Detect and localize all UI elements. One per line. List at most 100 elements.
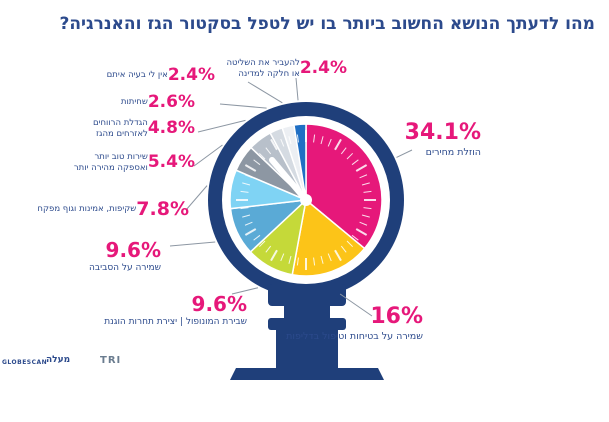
gauge-tick [240,207,249,210]
gauge-tick [359,174,368,179]
slice-4-value: 7.8% [136,198,189,220]
slice-6-label: הגדלת הרווחים לאזרחים מהגז [93,118,148,138]
slice-4-label: שקיפות, אמינות וגוף מפקח [37,204,137,215]
slice-5-value: 5.4% [147,152,195,172]
slice-8-label: אין לי בעיה איתם [106,70,168,81]
gauge-tick [346,240,354,248]
slice-3-value: 9.6% [105,238,161,262]
leader-line-6 [197,119,246,133]
gauge-tick [327,253,332,262]
leader-line-4 [185,185,208,211]
slice-7-label: שחיתות [120,97,148,108]
gauge-tick [361,214,370,218]
gauge-tick [240,190,249,193]
leader-line-7 [219,103,267,109]
gauge-tick [258,240,266,248]
leader-line-2 [231,287,259,295]
gauge-tick [280,253,285,262]
sponsor-logos: GLOBESCAN מעלה TRI [0,353,135,373]
gauge-tick [258,152,266,160]
gauge-ticks [236,130,376,270]
label-slice-3: 9.6% שמירה על הסביבה [89,240,161,274]
gauge-tick [363,207,372,210]
gauge-tick [351,234,359,241]
leader-lines [169,77,413,317]
gauge-tick [244,164,257,172]
tri-logo: TRI [100,355,122,366]
leader-line-1 [339,293,373,317]
label-slice-6: 4.8%הגדלת הרווחים לאזרחים מהגז [88,118,195,139]
gauge-tick [288,136,292,145]
slice-0-value: 34.1% [404,120,481,145]
gauge-tick [296,257,299,266]
gauge-tick [320,136,324,145]
gauge-tick [351,159,359,166]
label-slice-5: 5.4%שירות טוב יותר ואספקה מהירה יותר [69,152,195,173]
leader-line-8 [247,81,283,104]
gauge-tick [320,255,324,264]
slice-9-label-line1: להעביר את השליטה [226,58,300,69]
gauge-tick [253,159,261,166]
label-slice-0: 34.1% הוזלת מחירים [404,120,481,159]
slice-5-label-line1: שירות טוב יותר [94,152,148,163]
leader-line-5 [193,144,223,167]
page-title: מהו לדעתך הנושא החשוב ביותר בו יש לטפל ב… [59,14,595,34]
gauge-tick [340,245,347,253]
label-slice-8: 2.4%אין לי בעיה איתם [102,65,215,84]
leader-line-9 [295,77,299,101]
gauge-tick [334,138,342,151]
slice-6-label-line1: הגדלת הרווחים [92,118,148,129]
pie-slices [229,123,383,277]
gauge-tick [361,182,370,186]
label-slice-7: 2.6%שחיתות [116,92,195,111]
gauge-tick [265,245,272,253]
gauge-tick [359,221,368,226]
slice-7-value: 2.6% [147,92,195,112]
gauge-tick [270,249,278,262]
slice-1-label: שמירה על בטיחות וטיפול בדליפות [286,331,423,342]
slice-9-value: 2.4% [299,58,347,78]
gauge-tick [242,182,251,186]
pie-slice-0 [305,123,383,250]
slice-2-label: שבירת המונופול | יצירת תחרות הוגנת [104,317,247,327]
gauge-tick [313,257,316,266]
gauge-tick [242,214,251,218]
gauge-tick [355,228,368,236]
slice-0-label: הוזלת מחירים [425,147,481,158]
pie-slice-9 [293,123,307,201]
pie-slice-1 [291,198,366,277]
gauge-tick [363,190,372,193]
gauge-tick [244,228,257,236]
gauge-tick [334,249,342,262]
slice-6-label-line2: לאזרחים מהגז [96,128,148,139]
gauge-tick [288,255,292,264]
label-slice-4: 7.8%שקיפות, אמינות וגוף מפקח [32,199,189,219]
leader-line-3 [169,241,216,247]
slice-3-label: שמירה על הסביבה [89,263,161,273]
gauge-tick [313,134,316,143]
slice-9-label: להעביר את השליטה או חלקה למדינה [226,58,299,78]
gauge-tick [296,134,299,143]
label-slice-2: 9.6% שבירת המונופול | יצירת תחרות הוגנת [104,294,247,328]
slice-1-value: 16% [370,304,423,329]
gauge-tick [327,138,332,147]
label-slice-9: 2.4%להעביר את השליטה או חלקה למדינה [221,58,347,79]
slice-8-value: 2.4% [167,65,215,85]
gauge-tick [253,234,261,241]
slice-2-value: 9.6% [191,292,247,316]
gauge-tick [280,138,285,147]
slice-6-value: 4.8% [147,118,195,138]
globescan-logo: GLOBESCAN [2,359,48,366]
gauge-needle-hub [300,194,312,206]
gauge-tick [346,152,354,160]
slice-5-label-line2: ואספקה מהירה יותר [73,162,148,173]
gauge-tick [244,174,253,179]
gauge-tick [340,147,347,155]
gauge-needle [269,157,309,203]
maala-logo: מעלה [46,355,71,365]
slice-9-label-line2: או חלקה למדינה [238,68,300,79]
slice-5-label: שירות טוב יותר ואספקה מהירה יותר [74,152,148,172]
gauge-tick [270,138,278,151]
leader-line-0 [396,149,413,158]
